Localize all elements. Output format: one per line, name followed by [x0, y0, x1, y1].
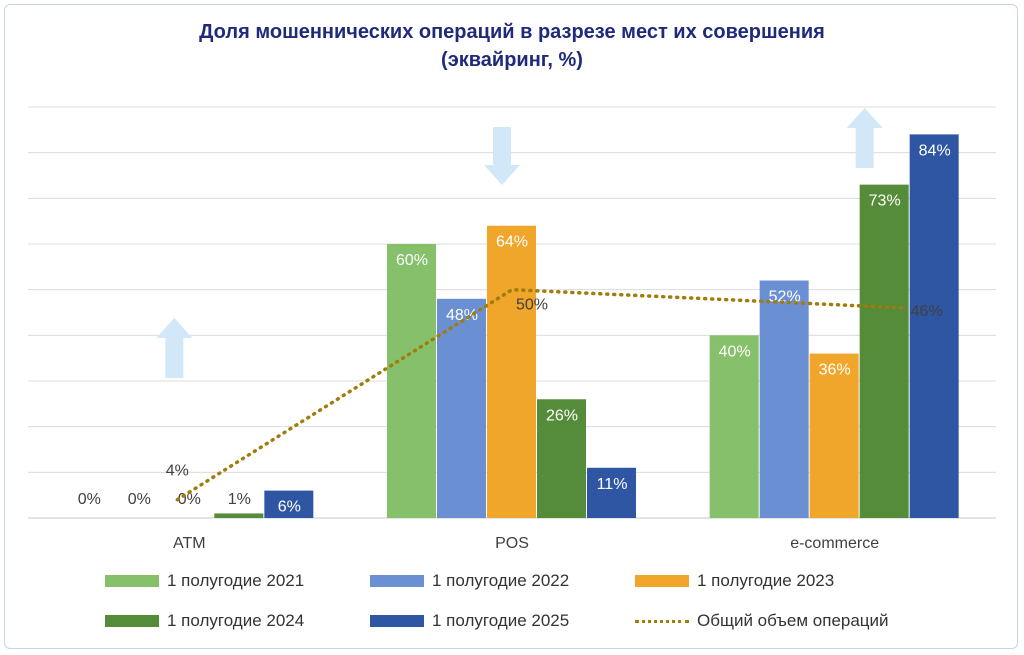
data-label: 40% — [719, 343, 751, 360]
legend-label: 1 полугодие 2023 — [697, 571, 835, 590]
line-data-label: 4% — [166, 463, 189, 480]
data-label: 11% — [597, 476, 628, 493]
category-label: ATM — [173, 535, 206, 552]
legend-swatch — [105, 615, 159, 627]
bar — [859, 184, 909, 518]
data-label: 48% — [446, 307, 478, 324]
data-label: 60% — [396, 252, 428, 269]
data-label: 6% — [278, 499, 301, 516]
legend-item: Общий объем операций — [635, 608, 935, 634]
chart-plot: 0%60%40%0%48%52%0%64%36%1%26%73%6%11%84%… — [28, 106, 996, 552]
chart-title-line1: Доля мошеннических операций в разрезе ме… — [199, 21, 825, 43]
bar — [909, 134, 959, 518]
trend-arrow-up-icon — [846, 108, 883, 168]
data-label: 84% — [919, 142, 951, 159]
bar — [537, 399, 586, 518]
legend-item: 1 полугодие 2024 — [105, 608, 370, 634]
legend-item: 1 полугодие 2023 — [635, 568, 935, 594]
legend-item: 1 полугодие 2025 — [370, 608, 635, 634]
legend-label: 1 полугодие 2025 — [432, 611, 570, 630]
bar — [487, 225, 536, 518]
category-label: POS — [495, 535, 529, 552]
bar — [759, 280, 809, 518]
data-label: 73% — [869, 193, 901, 210]
chart-title-line2: (эквайринг, %) — [441, 49, 583, 71]
legend-label: 1 полугодие 2022 — [432, 571, 570, 590]
line-data-label: 50% — [516, 297, 548, 314]
trend-arrow-down-icon — [484, 127, 520, 185]
legend-swatch — [370, 575, 424, 587]
bar — [709, 335, 759, 518]
legend-label: 1 полугодие 2021 — [167, 571, 305, 590]
line-data-label: 46% — [911, 303, 943, 320]
bar — [214, 513, 264, 518]
chart-legend: 1 полугодие 2021 1 полугодие 2022 1 полуго… — [105, 568, 965, 634]
data-label: 0% — [78, 491, 101, 508]
bar — [437, 298, 486, 518]
data-label: 0% — [128, 491, 151, 508]
legend-swatch — [370, 615, 424, 627]
total-volume-line — [175, 287, 907, 502]
chart-title: Доля мошеннических операций в разрезе ме… — [0, 18, 1024, 74]
bar — [387, 244, 436, 518]
trend-arrow-up-icon — [156, 318, 193, 378]
legend-swatch — [105, 575, 159, 587]
legend-label: 1 полугодие 2024 — [167, 611, 305, 630]
data-label: 26% — [546, 407, 578, 424]
data-label: 64% — [496, 234, 528, 251]
legend-swatch — [635, 619, 689, 623]
legend-swatch — [635, 575, 689, 587]
bar — [587, 467, 636, 518]
bar — [809, 353, 859, 518]
category-label: e-commerce — [790, 535, 879, 552]
legend-item: 1 полугодие 2022 — [370, 568, 635, 594]
legend-label: Общий объем операций — [697, 611, 889, 630]
bar — [264, 490, 314, 518]
legend-item: 1 полугодие 2021 — [105, 568, 370, 594]
data-label: 36% — [819, 362, 851, 379]
data-label: 1% — [228, 491, 251, 508]
